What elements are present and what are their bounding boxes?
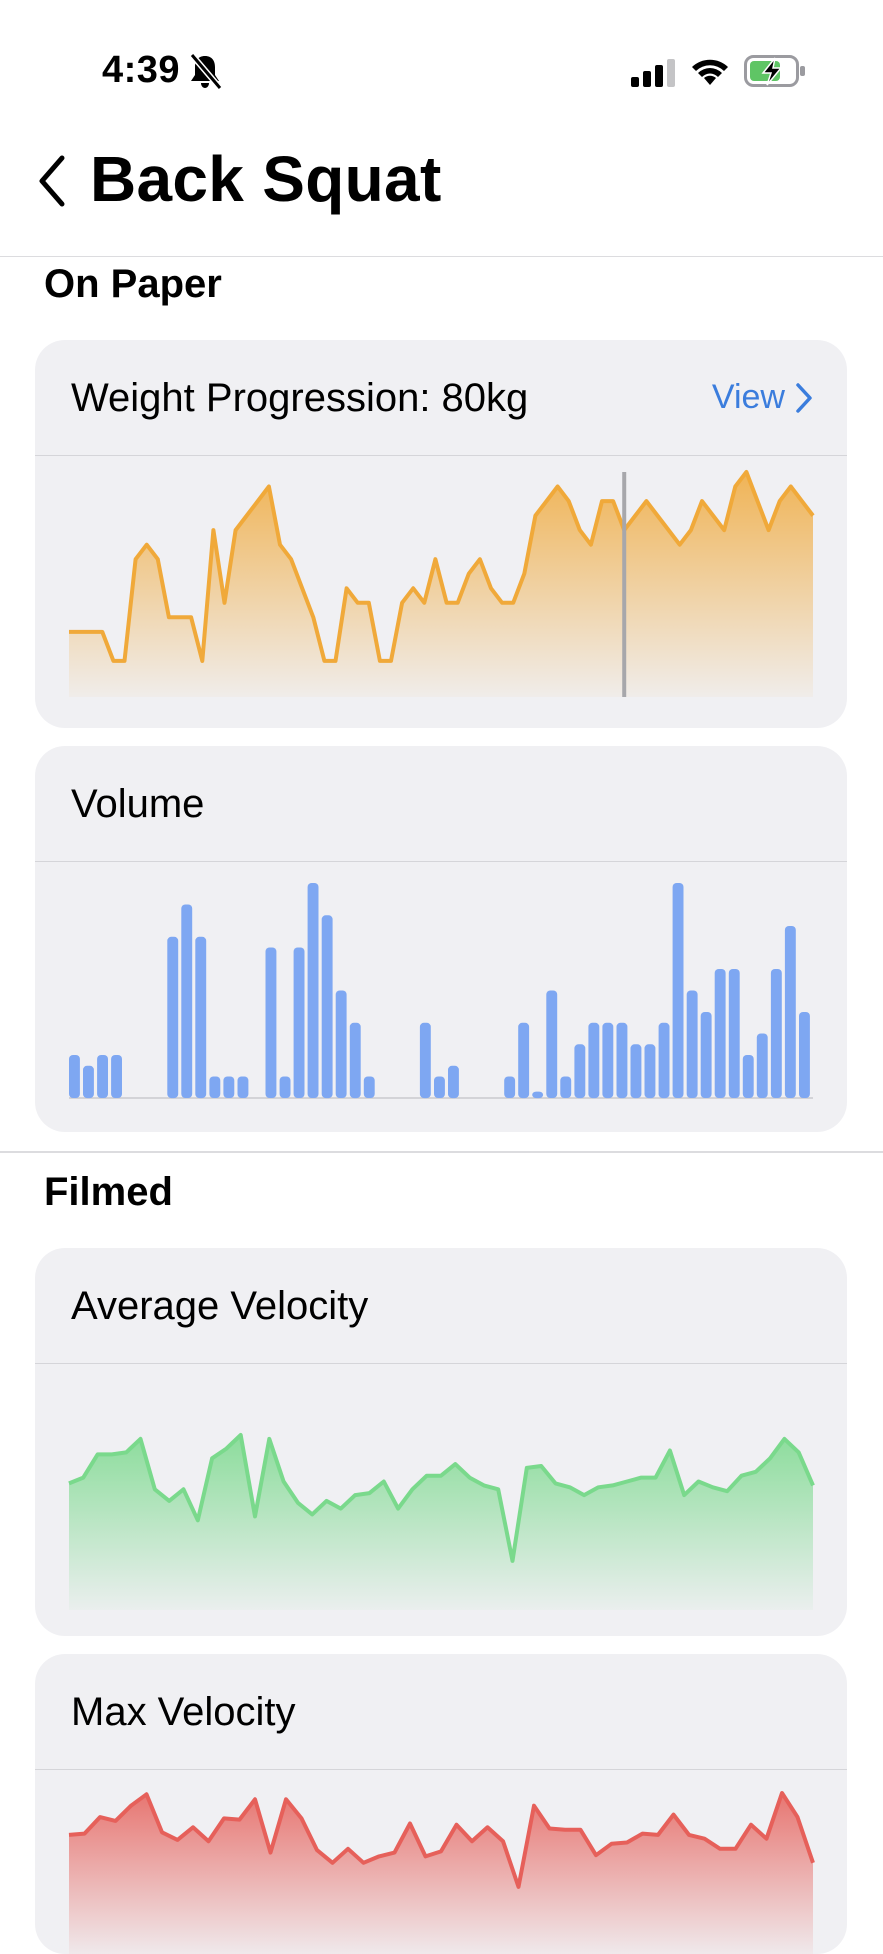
- card-header: Weight Progression: 80kg View: [35, 340, 847, 456]
- volume-bar: [574, 1044, 585, 1098]
- nav-bar: Back Squat: [0, 110, 883, 257]
- volume-chart[interactable]: [35, 863, 847, 1132]
- volume-bar: [617, 1023, 628, 1098]
- volume-bar: [266, 948, 277, 1099]
- card-title: Average Velocity: [71, 1284, 368, 1329]
- card-title: Volume: [71, 782, 204, 827]
- cellular-signal-icon: [631, 59, 675, 87]
- volume-bar: [546, 991, 557, 1099]
- max-velocity-card: Max Velocity: [35, 1654, 847, 1954]
- volume-bar: [448, 1066, 459, 1098]
- bell-slash-icon: [187, 52, 223, 90]
- weight-progression-card: Weight Progression: 80kg View: [35, 340, 847, 728]
- volume-card: Volume: [35, 746, 847, 1132]
- volume-bar: [771, 969, 782, 1098]
- status-bar: 4:39: [0, 0, 883, 110]
- volume-bar: [294, 948, 305, 1099]
- volume-bar: [602, 1023, 613, 1098]
- volume-bar: [434, 1077, 445, 1099]
- volume-bar: [645, 1044, 656, 1098]
- card-header: Volume: [35, 746, 847, 862]
- volume-bar: [532, 1092, 543, 1099]
- volume-bar: [673, 883, 684, 1098]
- volume-bar: [336, 991, 347, 1099]
- section-divider: [0, 1151, 883, 1153]
- card-header: Average Velocity: [35, 1248, 847, 1364]
- volume-bar: [181, 905, 192, 1099]
- chevron-left-icon[interactable]: [34, 152, 70, 210]
- volume-bar: [715, 969, 726, 1098]
- volume-bar: [167, 937, 178, 1098]
- volume-bar: [757, 1034, 768, 1099]
- volume-bar: [322, 915, 333, 1098]
- volume-bar: [308, 883, 319, 1098]
- section-header-on-paper: On Paper: [44, 262, 222, 307]
- volume-bar: [504, 1077, 515, 1099]
- volume-bar: [223, 1077, 234, 1099]
- section-header-filmed: Filmed: [44, 1170, 173, 1215]
- view-label: View: [712, 378, 785, 417]
- series-area: [69, 1793, 813, 1954]
- volume-bar: [238, 1077, 249, 1099]
- volume-bar: [560, 1077, 571, 1099]
- volume-bar: [97, 1055, 108, 1098]
- average-velocity-card: Average Velocity: [35, 1248, 847, 1636]
- page-title: Back Squat: [90, 142, 442, 216]
- view-button[interactable]: View: [712, 378, 815, 417]
- average-velocity-chart[interactable]: [35, 1365, 847, 1636]
- card-header: Max Velocity: [35, 1654, 847, 1770]
- volume-bar: [799, 1012, 810, 1098]
- volume-bar: [518, 1023, 529, 1098]
- volume-bar: [280, 1077, 291, 1099]
- card-title: Weight Progression: 80kg: [71, 376, 528, 421]
- volume-bar: [631, 1044, 642, 1098]
- volume-bar: [83, 1066, 94, 1098]
- status-time: 4:39: [102, 49, 180, 92]
- volume-bar: [111, 1055, 122, 1098]
- chevron-right-icon: [793, 381, 815, 415]
- volume-bar: [659, 1023, 670, 1098]
- wifi-icon: [690, 55, 730, 87]
- volume-bar: [785, 926, 796, 1098]
- volume-bar: [420, 1023, 431, 1098]
- battery-charging-icon: [744, 55, 806, 87]
- volume-bar: [195, 937, 206, 1098]
- weight-progression-chart[interactable]: [35, 457, 847, 728]
- volume-bar: [588, 1023, 599, 1098]
- volume-bar: [364, 1077, 375, 1099]
- volume-bar: [209, 1077, 220, 1099]
- volume-bar: [743, 1055, 754, 1098]
- card-title: Max Velocity: [71, 1690, 296, 1735]
- max-velocity-chart[interactable]: [35, 1771, 847, 1954]
- volume-bar: [350, 1023, 361, 1098]
- volume-bar: [729, 969, 740, 1098]
- series-area: [69, 1435, 813, 1610]
- volume-bar: [687, 991, 698, 1099]
- volume-bar: [701, 1012, 712, 1098]
- volume-bar: [69, 1055, 80, 1098]
